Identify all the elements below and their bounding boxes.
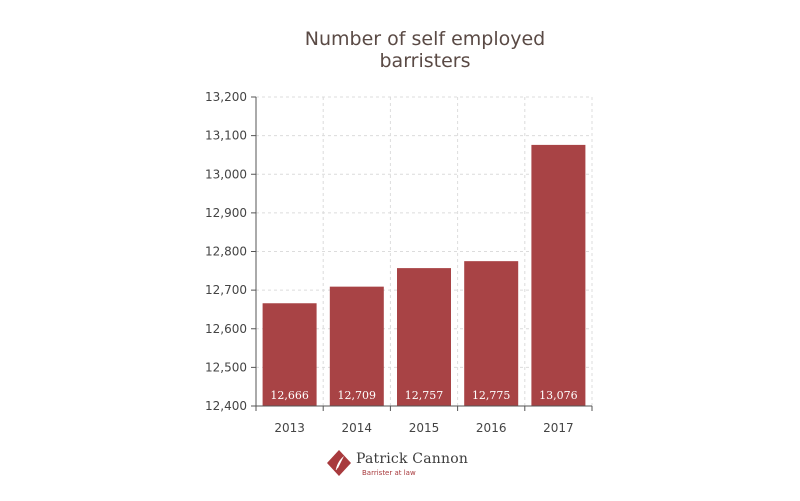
bar-data-label: 12,666 xyxy=(270,389,309,402)
x-category-label: 2013 xyxy=(274,421,305,435)
x-category-label: 2015 xyxy=(409,421,440,435)
y-tick-label: 12,800 xyxy=(205,245,247,259)
labels-layer: 12,400 12,500 12,600 12,700 12,800 12,900 13,0… xyxy=(205,90,578,435)
y-tick-label: 12,900 xyxy=(205,206,247,220)
bar-data-label: 12,709 xyxy=(338,389,377,402)
quill-diamond-icon xyxy=(327,450,351,476)
brand-tagline: Barrister at law xyxy=(362,469,416,477)
y-tick-label: 12,700 xyxy=(205,283,247,297)
y-tick-label: 12,600 xyxy=(205,322,247,336)
bar xyxy=(329,286,384,406)
bar xyxy=(464,261,519,406)
bar xyxy=(262,303,317,406)
y-tick-label: 12,400 xyxy=(205,399,247,413)
bar-data-label: 12,775 xyxy=(472,389,511,402)
bar xyxy=(397,268,451,406)
brand-name: Patrick Cannon xyxy=(356,451,469,467)
y-tick-label: 13,000 xyxy=(205,167,247,181)
bars-layer xyxy=(262,144,586,406)
chart-title: Number of self employed barristers xyxy=(0,28,800,72)
bar-data-label: 13,076 xyxy=(539,389,578,402)
bar-data-label: 12,757 xyxy=(405,389,444,402)
y-tick-label: 13,100 xyxy=(205,129,247,143)
x-category-label: 2014 xyxy=(342,421,373,435)
brand-logo-block: Patrick Cannon Barrister at law xyxy=(326,446,486,482)
y-tick-label: 13,200 xyxy=(205,90,247,104)
axis-layer xyxy=(251,96,593,411)
x-category-label: 2017 xyxy=(543,421,574,435)
chart-title-line-1: Number of self employed xyxy=(304,28,546,50)
chart-title-line-2: barristers xyxy=(379,50,471,72)
bar xyxy=(531,144,586,406)
x-category-label: 2016 xyxy=(476,421,507,435)
y-tick-label: 12,500 xyxy=(205,360,247,374)
